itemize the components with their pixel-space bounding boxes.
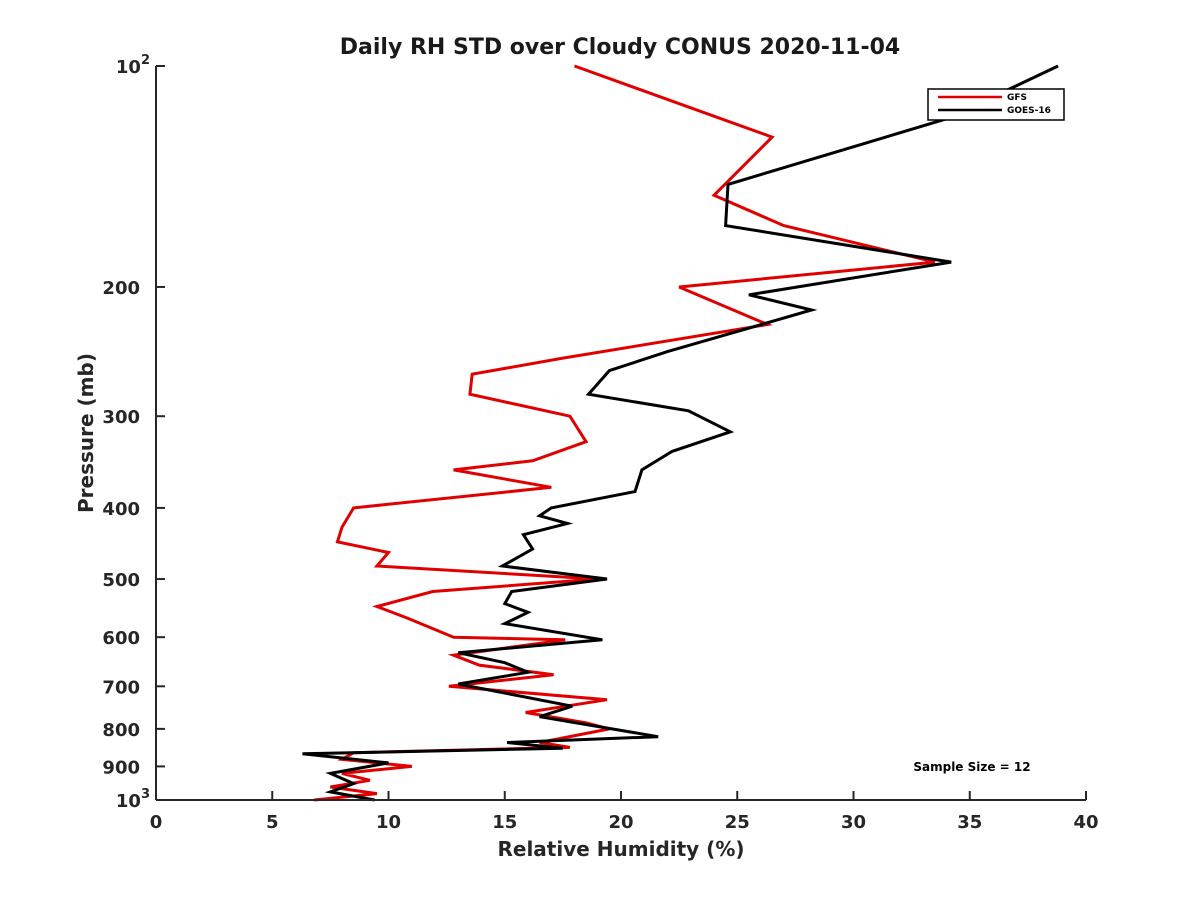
y-tick-label: 200 <box>102 278 140 299</box>
legend-label-gfs: GFS <box>1007 93 1027 103</box>
x-tick-label: 5 <box>266 812 279 833</box>
y-tick-label: 103 <box>116 787 150 812</box>
sample-size-annotation: Sample Size = 12 <box>913 760 1030 774</box>
plot-area: 0 5 10 15 20 25 30 35 40 102 200 300 400 500 600 700 80… <box>102 53 1098 833</box>
y-tick-label: 700 <box>102 677 140 698</box>
chart-title: Daily RH STD over Cloudy CONUS 2020-11-0… <box>340 35 900 60</box>
y-axis-label: Pressure (mb) <box>74 353 98 513</box>
y-tick-label: 102 <box>116 53 150 78</box>
x-tick-label: 0 <box>150 812 163 833</box>
legend-label-goes16: GOES-16 <box>1007 106 1051 116</box>
x-tick-label: 25 <box>725 812 750 833</box>
series-line-1 <box>302 64 1059 802</box>
series-layer <box>302 64 1059 802</box>
y-tick-label: 500 <box>102 570 140 591</box>
y-tick-label: 600 <box>102 628 140 649</box>
y-tick-label: 400 <box>102 499 140 520</box>
x-tick-label: 30 <box>841 812 866 833</box>
y-tick-label: 300 <box>102 407 140 428</box>
x-axis-label: Relative Humidity (%) <box>497 837 744 861</box>
series-line-0 <box>313 64 936 802</box>
x-tick-label: 40 <box>1073 812 1098 833</box>
x-ticks: 0 5 10 15 20 25 30 35 40 <box>150 791 1099 833</box>
y-ticks: 102 200 300 400 500 600 700 800 900 103 <box>102 53 165 812</box>
y-tick-label: 800 <box>102 720 140 741</box>
x-tick-label: 15 <box>492 812 517 833</box>
legend: GFS GOES-16 <box>927 88 1065 121</box>
legend-box <box>927 88 1065 121</box>
x-tick-label: 10 <box>376 812 401 833</box>
x-tick-label: 35 <box>957 812 982 833</box>
y-tick-label: 900 <box>102 757 140 778</box>
x-tick-label: 20 <box>608 812 633 833</box>
